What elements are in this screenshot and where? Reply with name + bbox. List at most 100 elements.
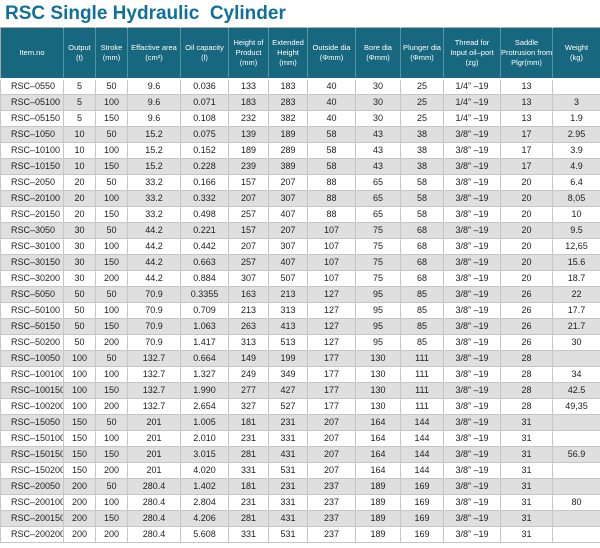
cell-plunger-dia: 68 [400, 238, 444, 255]
cell-bore-dia: 65 [355, 174, 401, 191]
cell-oil-capacity: 0.498 [180, 206, 229, 223]
cell-saddle: 20 [500, 206, 553, 223]
cell-extended-height: 189 [268, 126, 308, 143]
cell-bore-dia: 30 [355, 78, 401, 95]
cell-output: 5 [63, 78, 96, 95]
cell-outside-dia: 107 [307, 238, 356, 255]
cell-oil-capacity: 3.015 [180, 446, 229, 463]
cell-effactive-area: 280.4 [127, 478, 181, 495]
cell-weight: 30 [552, 334, 600, 351]
table-body: RSC–0550 5 50 9.6 0.036 133 183 40 30 25 1/4” –19 1… [0, 78, 600, 543]
cell-oil-capacity: 1.005 [180, 414, 229, 431]
cell-weight: 10 [552, 206, 600, 223]
cell-weight: 49,35 [552, 398, 600, 415]
cell-plunger-dia: 144 [400, 462, 444, 479]
column-header-plunger-dia: Plunger dia (Φmm) [400, 27, 444, 80]
cell-bore-dia: 95 [355, 318, 401, 335]
cell-extended-height: 413 [268, 318, 308, 335]
cell-output: 100 [63, 398, 96, 415]
cell-height-of-product: 249 [228, 366, 269, 383]
cell-oil-capacity: 0.221 [180, 222, 229, 239]
cell-stroke: 50 [95, 478, 128, 495]
cell-oil-capacity: 2.010 [180, 430, 229, 447]
table-head: Item.no Output (t) Stroke (mm) Effactive ar… [0, 27, 600, 80]
cell-item-no: RSC–200150 [0, 510, 64, 527]
cell-thread: 3/8” –19 [443, 334, 501, 351]
table-row: RSC–50200 50 200 70.9 1.417 313 513 127 95 85 3/8”… [0, 334, 600, 351]
cell-thread: 3/8” –19 [443, 142, 501, 159]
cell-thread: 3/8” –19 [443, 174, 501, 191]
cell-extended-height: 289 [268, 142, 308, 159]
cell-output: 20 [63, 174, 96, 191]
cell-effactive-area: 280.4 [127, 510, 181, 527]
cell-effactive-area: 44.2 [127, 238, 181, 255]
cell-plunger-dia: 58 [400, 206, 444, 223]
cell-bore-dia: 130 [355, 398, 401, 415]
table-row: RSC–20100 20 100 33.2 0.332 207 307 88 65 58 3/8” … [0, 190, 600, 207]
cell-bore-dia: 130 [355, 382, 401, 399]
cell-saddle: 28 [500, 382, 553, 399]
cell-outside-dia: 127 [307, 302, 356, 319]
table-row: RSC–150100 150 100 201 2.010 231 331 207 164 144 3… [0, 430, 600, 447]
cell-bore-dia: 75 [355, 254, 401, 271]
table-row: RSC–150200 150 200 201 4.020 331 531 207 164 144 3… [0, 462, 600, 479]
cell-thread: 1/4” –19 [443, 110, 501, 127]
cell-weight: 42.5 [552, 382, 600, 399]
cell-effactive-area: 9.6 [127, 78, 181, 95]
cell-thread: 3/8” –19 [443, 318, 501, 335]
cell-output: 200 [63, 510, 96, 527]
cell-extended-height: 307 [268, 190, 308, 207]
cell-oil-capacity: 0.709 [180, 302, 229, 319]
cell-stroke: 50 [95, 414, 128, 431]
cell-oil-capacity: 4.206 [180, 510, 229, 527]
cell-output: 150 [63, 414, 96, 431]
table-row: RSC–0550 5 50 9.6 0.036 133 183 40 30 25 1/4” –19 1… [0, 78, 600, 95]
cell-extended-height: 231 [268, 478, 308, 495]
cell-stroke: 200 [95, 270, 128, 287]
cell-item-no: RSC–150150 [0, 446, 64, 463]
cell-extended-height: 531 [268, 526, 308, 543]
cell-oil-capacity: 0.332 [180, 190, 229, 207]
cell-outside-dia: 88 [307, 206, 356, 223]
cell-output: 30 [63, 238, 96, 255]
cell-weight: 3 [552, 94, 600, 111]
cell-oil-capacity: 0.152 [180, 142, 229, 159]
cell-item-no: RSC–0550 [0, 78, 64, 95]
cell-height-of-product: 257 [228, 206, 269, 223]
cell-weight: 17.7 [552, 302, 600, 319]
cell-oil-capacity: 5.608 [180, 526, 229, 543]
cell-saddle: 26 [500, 302, 553, 319]
cell-thread: 3/8” –19 [443, 414, 501, 431]
cell-plunger-dia: 144 [400, 414, 444, 431]
table-row: RSC–10100 10 100 15.2 0.152 189 289 58 43 38 3/8” … [0, 142, 600, 159]
cell-weight [552, 526, 600, 543]
cell-bore-dia: 189 [355, 526, 401, 543]
table-row: RSC–3050 30 50 44.2 0.221 157 207 107 75 68 3/8” –… [0, 222, 600, 239]
cell-effactive-area: 70.9 [127, 334, 181, 351]
cell-thread: 3/8” –19 [443, 302, 501, 319]
cell-plunger-dia: 169 [400, 510, 444, 527]
cell-effactive-area: 33.2 [127, 174, 181, 191]
cell-bore-dia: 75 [355, 238, 401, 255]
cell-saddle: 31 [500, 414, 553, 431]
table-row: RSC–05150 5 150 9.6 0.108 232 382 40 30 25 1/4” –1… [0, 110, 600, 127]
cell-height-of-product: 133 [228, 78, 269, 95]
cell-saddle: 20 [500, 270, 553, 287]
cell-saddle: 26 [500, 286, 553, 303]
cell-effactive-area: 201 [127, 430, 181, 447]
cell-outside-dia: 207 [307, 462, 356, 479]
cell-item-no: RSC–30200 [0, 270, 64, 287]
cell-outside-dia: 127 [307, 334, 356, 351]
cell-output: 30 [63, 270, 96, 287]
cell-thread: 3/8” –19 [443, 526, 501, 543]
cell-item-no: RSC–20150 [0, 206, 64, 223]
cell-stroke: 100 [95, 190, 128, 207]
cell-outside-dia: 237 [307, 478, 356, 495]
cell-bore-dia: 164 [355, 462, 401, 479]
cell-height-of-product: 331 [228, 462, 269, 479]
cell-weight [552, 78, 600, 95]
cell-stroke: 100 [95, 94, 128, 111]
cell-thread: 3/8” –19 [443, 222, 501, 239]
cell-plunger-dia: 111 [400, 366, 444, 383]
cell-weight: 34 [552, 366, 600, 383]
